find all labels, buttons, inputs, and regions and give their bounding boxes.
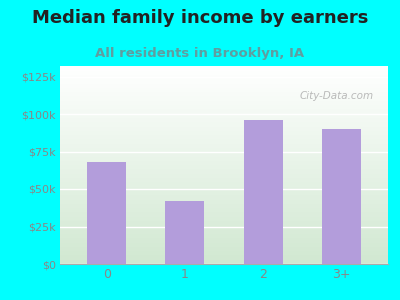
Bar bbox=[166, 201, 204, 264]
Bar bbox=[322, 129, 361, 264]
Text: Median family income by earners: Median family income by earners bbox=[32, 9, 368, 27]
Text: All residents in Brooklyn, IA: All residents in Brooklyn, IA bbox=[96, 46, 304, 59]
Bar bbox=[244, 120, 282, 264]
Bar bbox=[87, 162, 126, 264]
Text: City-Data.com: City-Data.com bbox=[300, 91, 374, 101]
